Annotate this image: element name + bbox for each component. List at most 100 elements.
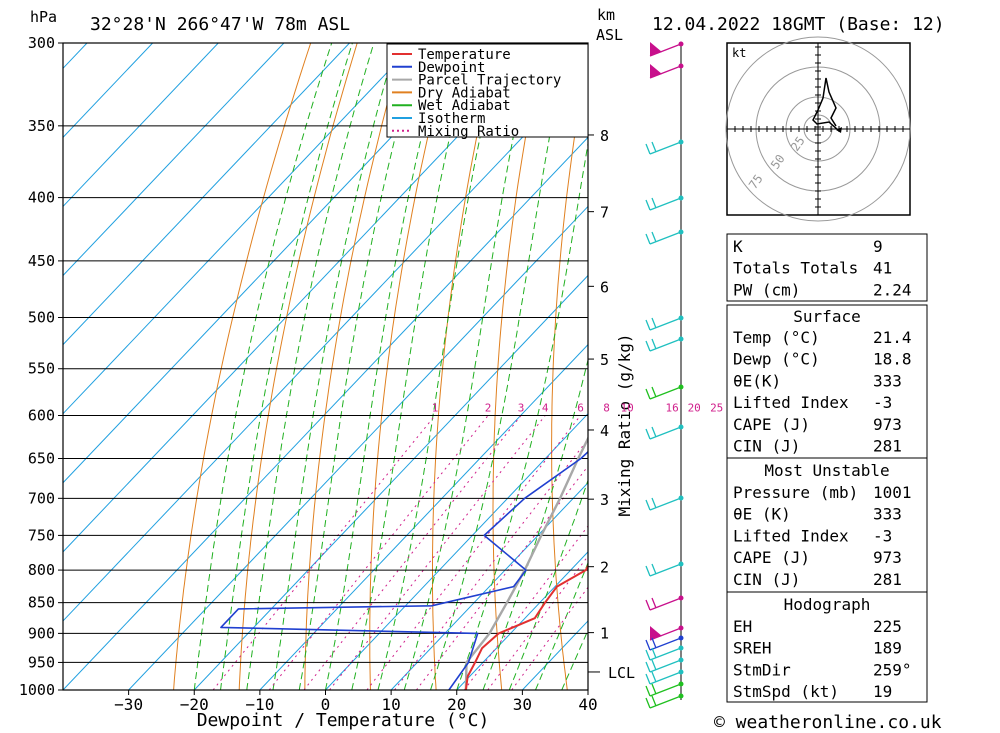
pressure-tick-label: 900 xyxy=(28,624,55,642)
legend-entry: Isotherm xyxy=(418,111,485,127)
dry-adiabat-line xyxy=(915,43,1000,690)
mixing-ratio-line xyxy=(366,415,581,690)
wind-barb xyxy=(649,637,682,651)
wind-barb-feather xyxy=(645,685,651,697)
wind-barb-feather xyxy=(651,338,657,350)
isotherm-line xyxy=(63,43,547,553)
mixing-ratio-label: 25 xyxy=(710,401,723,414)
table-row-value: 189 xyxy=(873,639,902,658)
table-section xyxy=(726,233,928,302)
table-row-value: 259° xyxy=(873,660,912,679)
wind-barb xyxy=(649,695,682,709)
table-row-label: θE(K) xyxy=(733,371,781,390)
wet-adiabat-line xyxy=(193,43,333,690)
table-row-label: Lifted Index xyxy=(733,393,849,412)
wind-barb-feather xyxy=(651,597,657,609)
table-row-value: 19 xyxy=(873,682,892,701)
wind-barb xyxy=(649,659,682,673)
legend-entry: Wet Adiabat xyxy=(418,98,511,114)
pressure-tick-label: 800 xyxy=(28,561,55,579)
wind-barb-feather xyxy=(645,319,651,331)
pressure-axis: 300 350 400 450 500 550 600 650 700 750 800 850 900 9… xyxy=(19,34,63,699)
mixing-ratio-axis-title: Mixing Ratio (g/kg) xyxy=(615,333,634,516)
dry-adiabat-line xyxy=(962,43,1000,690)
isotherm-line xyxy=(63,43,219,208)
wet-adiabat-line xyxy=(535,561,588,690)
wind-barb-feather xyxy=(651,317,657,329)
indices-table: K 9 Totals Totals 41 PW (cm) 2.24 Surface Temp … xyxy=(726,233,928,703)
mixing-ratio-line xyxy=(329,415,546,690)
hodograph-table-title: Hodograph xyxy=(784,595,871,614)
wind-barb xyxy=(649,683,682,697)
lcl-label: LCL xyxy=(608,664,635,682)
x-tick-label: 20 xyxy=(447,695,466,714)
table-row-label: CAPE (J) xyxy=(733,548,810,567)
height-axis: 1 2 3 4 5 6 7 8 LCL xyxy=(588,127,635,682)
wet-adiabat-line xyxy=(403,43,533,690)
table-row-label: Totals Totals xyxy=(733,259,858,278)
wind-barb-feather xyxy=(645,499,651,511)
mixing-ratio-label: 3 xyxy=(518,401,525,414)
wind-barb-feather xyxy=(651,197,657,209)
wind-barb xyxy=(649,671,682,685)
km-tick-label: 6 xyxy=(600,278,609,296)
table-row-label: PW (cm) xyxy=(733,280,800,299)
mixing-ratio-line xyxy=(394,438,588,690)
isotherm-line xyxy=(456,551,588,690)
legend-entry: Parcel Trajectory xyxy=(418,73,561,89)
wind-barb xyxy=(649,338,682,352)
wind-barb-feather xyxy=(645,599,651,611)
wind-barb xyxy=(649,386,682,400)
wind-barb-feather xyxy=(645,233,651,245)
mixing-ratio-label: 4 xyxy=(542,401,549,414)
table-row-value: 281 xyxy=(873,437,902,456)
wind-profile xyxy=(645,41,684,709)
x-tick-label: 10 xyxy=(381,695,400,714)
table-row-value: 225 xyxy=(873,617,902,636)
pressure-tick-label: 700 xyxy=(28,489,55,507)
mixing-ratio-labels: 1 2 3 4 6 8 10 16 20 25 xyxy=(432,401,724,414)
table-row-label: K xyxy=(733,237,743,256)
mixing-ratio-label: 6 xyxy=(577,401,584,414)
km-tick-label: 5 xyxy=(600,351,609,369)
wind-barb-feather xyxy=(645,639,651,651)
wind-barb-feather xyxy=(651,231,657,243)
wet-adiabat-line xyxy=(377,43,502,690)
isotherm-line xyxy=(63,43,416,415)
x-tick-label: −10 xyxy=(245,695,274,714)
table-row-value: -3 xyxy=(873,526,892,545)
wind-barb-feather xyxy=(651,386,657,398)
hpa-unit-label: hPa xyxy=(30,8,57,26)
wind-barb-flag xyxy=(650,64,662,78)
wind-barb-feather xyxy=(651,563,657,575)
hodograph-ring-label: 75 xyxy=(746,172,766,192)
wind-barb xyxy=(649,317,682,331)
table-row-label: Lifted Index xyxy=(733,526,849,545)
table-row-value: 333 xyxy=(873,505,902,524)
legend-entry: Dry Adiabat xyxy=(418,85,511,101)
isotherm-line xyxy=(325,412,588,690)
wet-adiabat-line xyxy=(246,43,375,690)
table-row-value: 18.8 xyxy=(873,350,912,369)
surface-title: Surface xyxy=(793,307,860,326)
km-tick-label: 8 xyxy=(600,127,609,145)
wind-barb-feather xyxy=(651,497,657,509)
wind-barb-feather xyxy=(645,143,651,155)
table-row-label: StmSpd (kt) xyxy=(733,682,839,701)
table-section xyxy=(726,591,928,703)
legend-entry: Temperature xyxy=(418,47,511,63)
wind-barb-feather xyxy=(651,426,657,438)
isotherm-line xyxy=(390,482,588,690)
hodograph-unit-label: kt xyxy=(732,46,746,60)
mixing-ratio-label: 2 xyxy=(485,401,492,414)
km-tick-label: 3 xyxy=(600,491,609,509)
wind-barb-feather xyxy=(645,340,651,352)
table-row-label: CIN (J) xyxy=(733,570,800,589)
isotherm-line xyxy=(259,343,588,690)
wind-barb-feather xyxy=(651,683,657,695)
wind-barb-feather xyxy=(645,673,651,685)
table-row-value: -3 xyxy=(873,393,892,412)
profile-temperature xyxy=(464,563,588,690)
